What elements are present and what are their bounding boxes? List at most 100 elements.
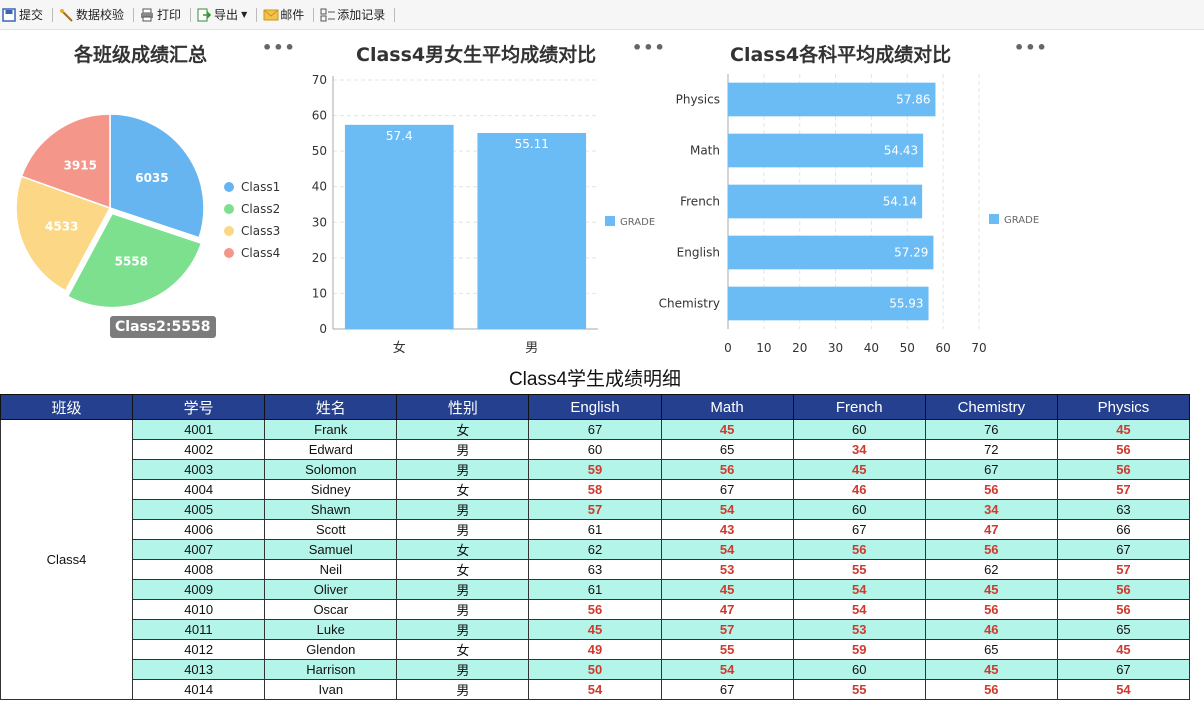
- table-cell: 45: [924, 659, 1058, 680]
- toolbar-divider: [313, 7, 315, 22]
- table-cell: 53: [792, 619, 926, 640]
- table-cell: 4001: [132, 419, 266, 440]
- print-button[interactable]: 打印: [138, 4, 186, 26]
- y-tick-label: Math: [690, 144, 720, 158]
- bar: [728, 235, 934, 270]
- x-tick-label: 男: [525, 341, 538, 356]
- table-cell: 67: [792, 519, 926, 540]
- table-cell: Frank: [264, 419, 398, 440]
- export-button[interactable]: 导出 ▼: [195, 4, 252, 26]
- export-label: 导出: [214, 8, 239, 22]
- table-cell: 男: [396, 619, 530, 640]
- table-cell: 67: [1056, 659, 1191, 680]
- table-cell: 57: [528, 499, 662, 520]
- bar: [344, 124, 454, 329]
- y-tick-label: 40: [312, 180, 327, 194]
- y-tick-label: 60: [312, 109, 327, 123]
- more-dots-icon[interactable]: •••: [262, 38, 296, 57]
- table-cell: 34: [924, 499, 1058, 520]
- pie-chart: 6035 5558 4533 3915 Class1 Class2 Class3 Class4: [15, 113, 280, 309]
- bar-value-label: 55.93: [889, 297, 923, 311]
- table-cell: 45: [660, 419, 794, 440]
- table-cell: 女: [396, 419, 530, 440]
- column-header: 性别: [396, 394, 530, 420]
- pie-slice-class1: [109, 113, 205, 239]
- legend-swatch: [224, 204, 234, 214]
- table-cell: 50: [528, 659, 662, 680]
- table-cell: 45: [1056, 419, 1191, 440]
- table-cell: 59: [792, 639, 926, 660]
- toolbar-divider: [190, 7, 192, 22]
- table-cell: 54: [660, 659, 794, 680]
- table-cell: 45: [528, 619, 662, 640]
- table-cell: Samuel: [264, 539, 398, 560]
- table-cell: 56: [924, 479, 1058, 500]
- table-cell: 4008: [132, 559, 266, 580]
- table-cell: 60: [528, 439, 662, 460]
- table-cell: 62: [924, 559, 1058, 580]
- bar-value-label: 57.86: [896, 93, 930, 107]
- more-dots-icon[interactable]: •••: [1014, 38, 1048, 57]
- table-cell: 34: [792, 439, 926, 460]
- table-header-row: 班级 学号 姓名 性别 English Math French Chemistry Physic…: [0, 394, 1191, 420]
- validate-button[interactable]: 数据校验: [57, 4, 129, 26]
- bar: [477, 132, 587, 329]
- more-dots-icon[interactable]: •••: [632, 38, 666, 57]
- table-cell: 4004: [132, 479, 266, 500]
- y-tick-label: 20: [312, 251, 327, 265]
- toolbar-divider: [394, 7, 396, 22]
- printer-icon: [140, 8, 154, 22]
- table-cell: 45: [924, 579, 1058, 600]
- column-header: 姓名: [264, 394, 398, 420]
- pie-value-label: 3915: [64, 159, 97, 173]
- gender-chart-title: Class4男女生平均成绩对比: [356, 44, 597, 66]
- bar-value-label: 54.14: [883, 195, 917, 209]
- chevron-down-icon: ▼: [241, 10, 248, 19]
- x-tick-label: 女: [393, 340, 406, 356]
- table-cell: 61: [528, 519, 662, 540]
- y-tick-label: Physics: [676, 93, 720, 107]
- table-row: Class4 4001 Frank 女 67 45 60 76 45: [0, 419, 1191, 700]
- table-cell: 67: [528, 419, 662, 440]
- subject-chart-title: Class4各科平均成绩对比: [730, 44, 952, 66]
- table-cell: 4010: [132, 599, 266, 620]
- table-row: 4014 Ivan 男 54 67 55 56 54: [1, 679, 1191, 700]
- legend-label: GRADE: [620, 217, 655, 228]
- table-cell: 59: [528, 459, 662, 480]
- mail-button[interactable]: 邮件: [261, 4, 309, 26]
- table-cell: 57: [660, 619, 794, 640]
- table-row: 4007 Samuel 女 62 54 56 56 67: [1, 539, 1191, 560]
- table-cell: 女: [396, 639, 530, 660]
- table-cell: 57: [1056, 479, 1191, 500]
- y-tick-label: 0: [319, 322, 327, 336]
- table-row: 4010 Oscar 男 56 47 54 56 56: [1, 599, 1191, 620]
- legend-label: Class1: [241, 180, 280, 194]
- table-row: 4013 Harrison 男 50 54 60 45 67: [1, 659, 1191, 680]
- chart-tooltip: Class2:5558: [110, 316, 216, 338]
- table-row: 4006 Scott 男 61 43 67 47 66: [1, 519, 1191, 540]
- add-record-button[interactable]: 添加记录: [318, 4, 390, 26]
- table-cell: 男: [396, 439, 530, 460]
- table-cell: 男: [396, 459, 530, 480]
- legend-swatch: [989, 214, 999, 224]
- submit-button[interactable]: 提交: [0, 4, 48, 26]
- table-cell: 46: [792, 479, 926, 500]
- table-cell: 女: [396, 559, 530, 580]
- table-cell: 47: [660, 599, 794, 620]
- legend-swatch: [224, 226, 234, 236]
- x-tick-label: 50: [900, 341, 915, 355]
- class-cell: Class4: [0, 419, 134, 700]
- table-cell: 4003: [132, 459, 266, 480]
- table-cell: 57: [1056, 559, 1191, 580]
- pie-slice-class3: [15, 175, 112, 292]
- y-tick-label: Chemistry: [659, 297, 720, 311]
- column-header: English: [528, 394, 662, 420]
- pie-value-label: 5558: [115, 255, 148, 269]
- table-cell: 56: [528, 599, 662, 620]
- table-cell: 男: [396, 499, 530, 520]
- legend-label: GRADE: [1004, 215, 1039, 226]
- table-cell: Edward: [264, 439, 398, 460]
- table-cell: 55: [792, 559, 926, 580]
- table-cell: 58: [528, 479, 662, 500]
- y-tick-label: French: [680, 195, 720, 209]
